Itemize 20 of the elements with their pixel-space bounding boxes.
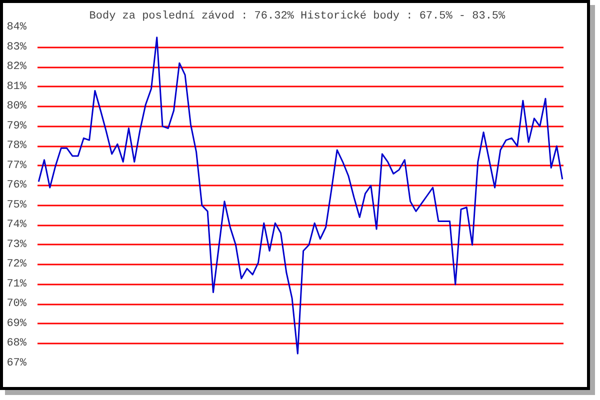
y-tick-label: 82%	[6, 61, 27, 74]
y-tick-label: 83%	[6, 41, 27, 54]
line-series	[38, 36, 564, 354]
y-tick-label: 67%	[6, 358, 27, 370]
y-tick-label: 72%	[6, 258, 27, 271]
y-tick-label: 76%	[6, 180, 27, 192]
y-tick-label: 71%	[6, 278, 27, 290]
y-tick-label: 81%	[6, 80, 27, 93]
y-tick-label: 78%	[6, 140, 27, 152]
y-tick-label: 80%	[6, 100, 27, 113]
chart-title: Body za poslední závod : 76.32% Historické body : 67.5% - 83.5%	[89, 10, 506, 22]
y-tick-label: 74%	[6, 219, 27, 232]
y-tick-label: 79%	[6, 120, 27, 132]
y-tick-label: 73%	[6, 238, 27, 251]
y-tick-label: 77%	[6, 160, 27, 172]
y-tick-label: 68%	[6, 338, 27, 350]
y-tick-label: 84%	[6, 22, 27, 34]
y-tick-label: 75%	[6, 199, 27, 212]
y-tick-label: 70%	[6, 298, 27, 310]
y-tick-label: 69%	[6, 318, 27, 330]
